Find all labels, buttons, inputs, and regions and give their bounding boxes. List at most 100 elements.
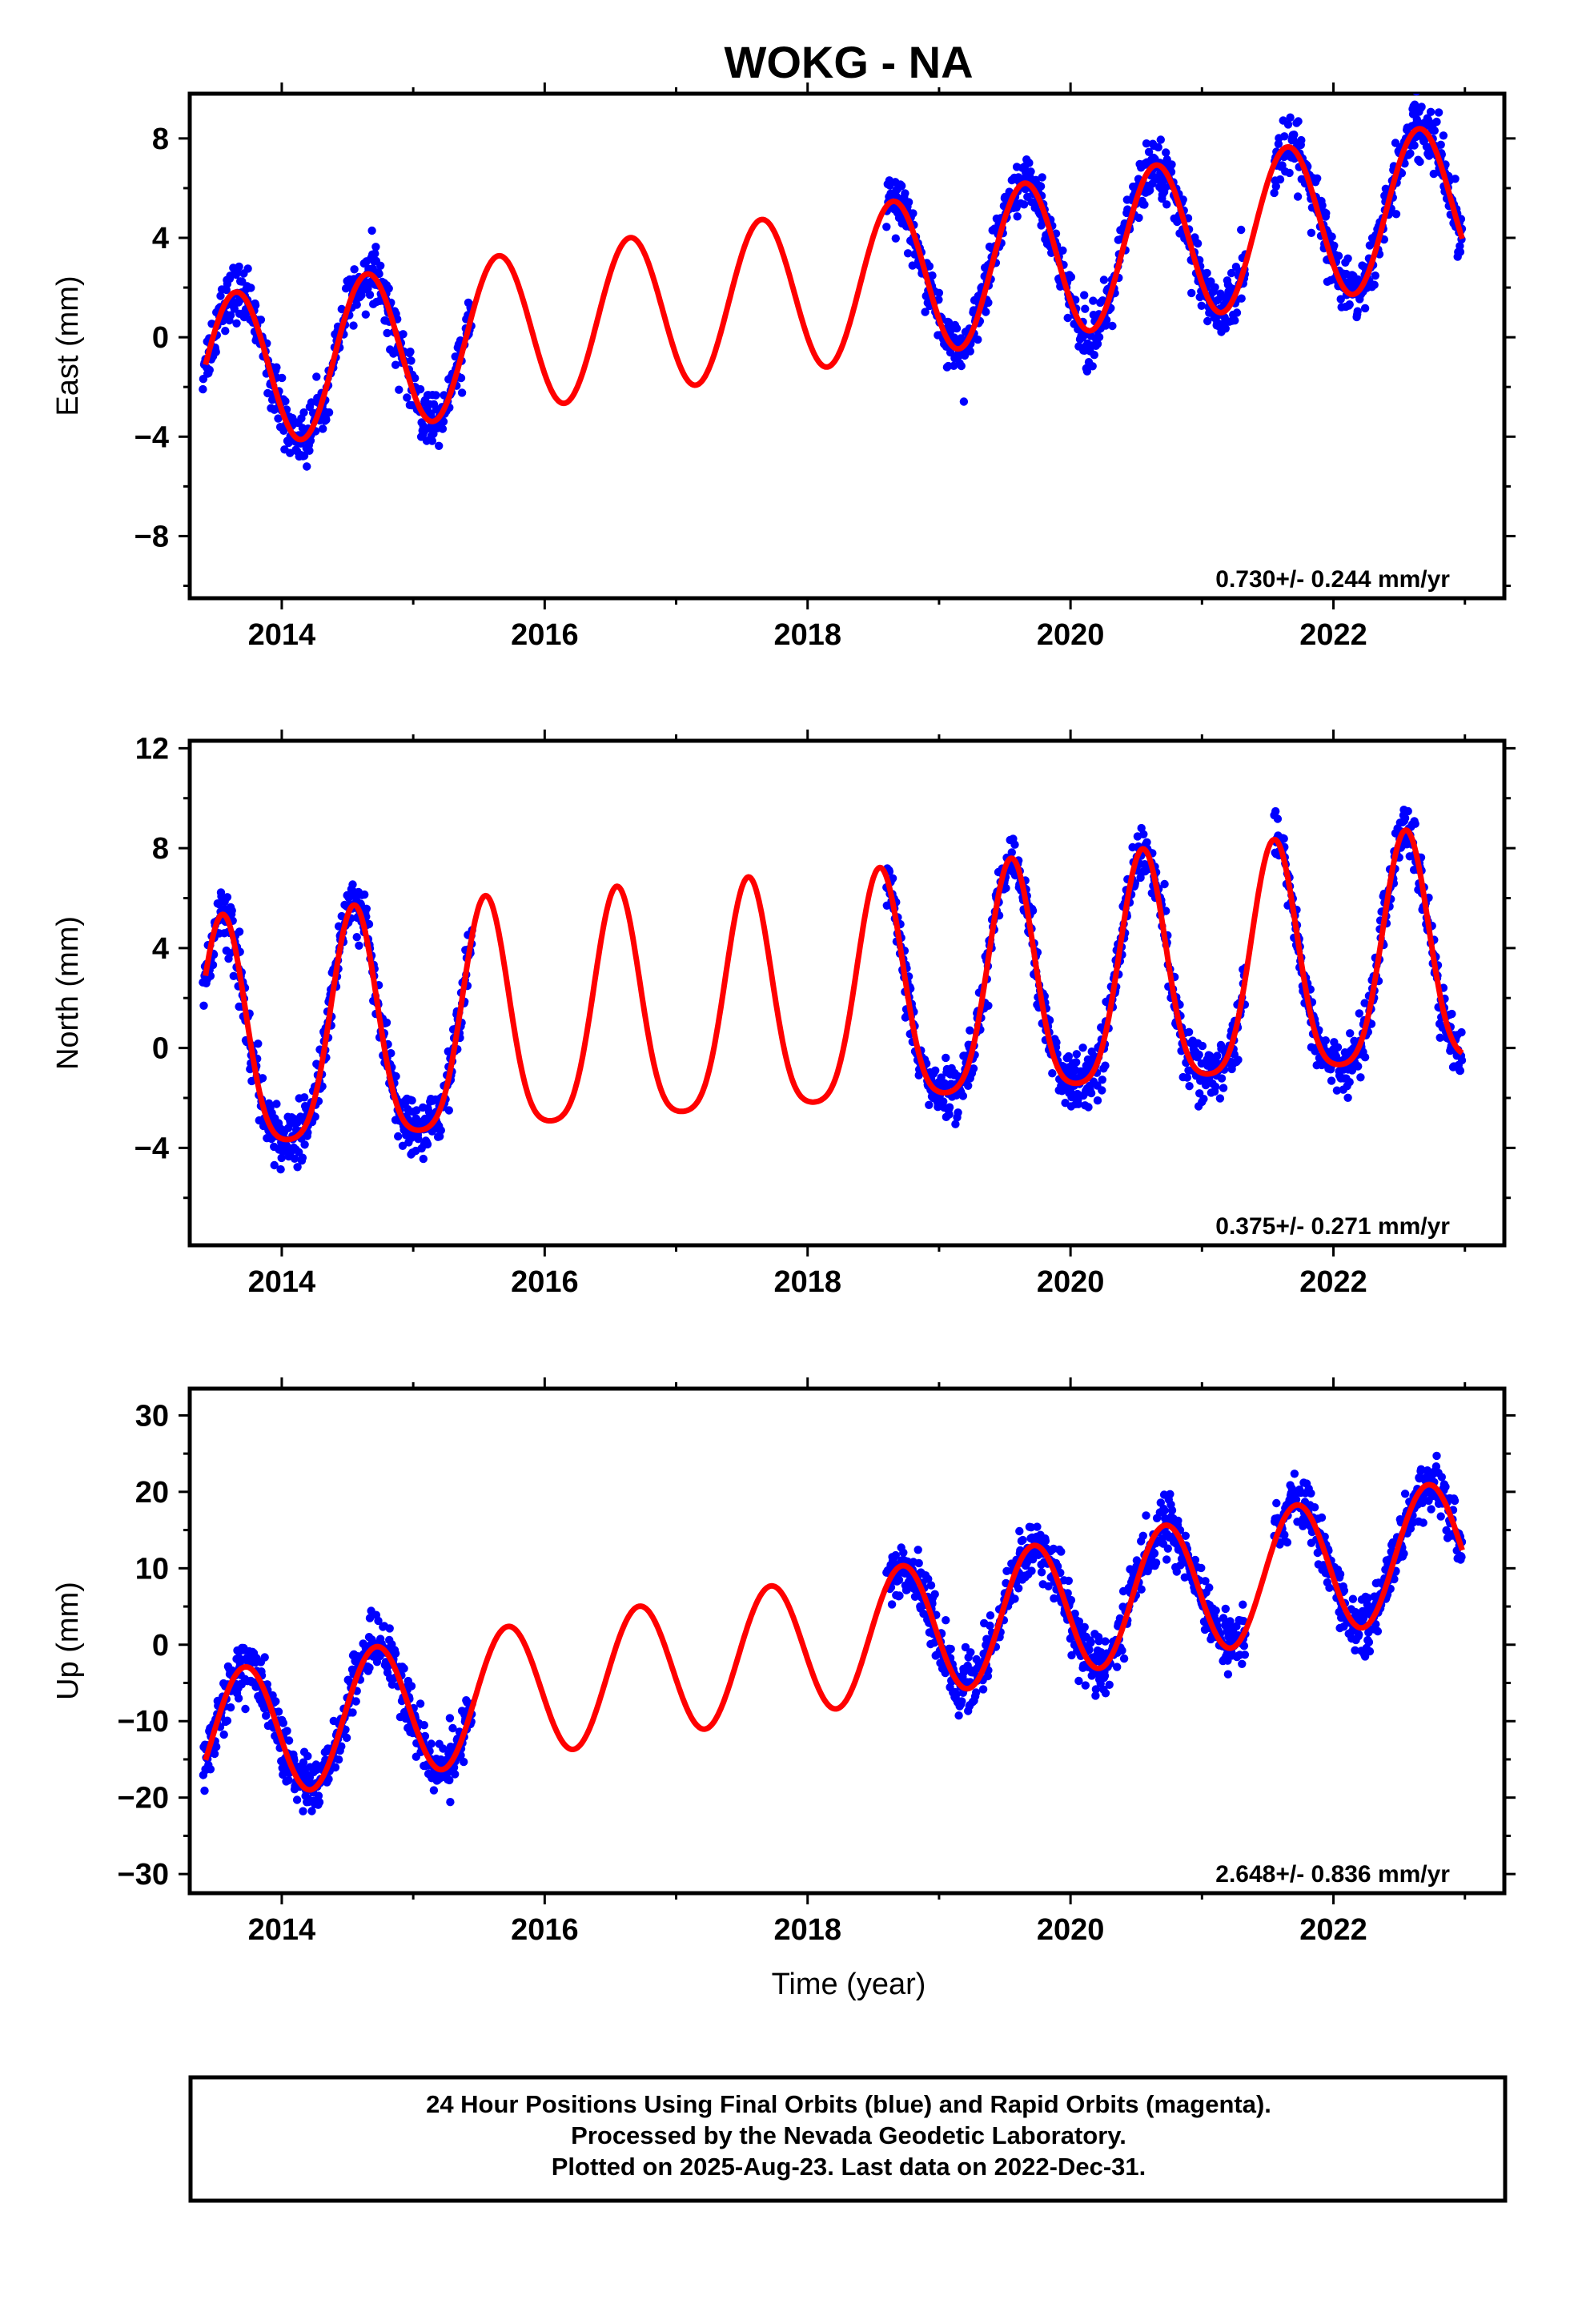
data-point bbox=[1041, 1536, 1050, 1546]
data-point bbox=[451, 1770, 460, 1779]
data-point bbox=[1058, 246, 1067, 255]
data-point bbox=[1184, 1027, 1194, 1037]
data-point bbox=[1197, 1563, 1206, 1573]
data-point bbox=[1457, 1027, 1466, 1037]
data-point bbox=[391, 1649, 400, 1658]
data-point bbox=[223, 893, 232, 902]
data-point bbox=[446, 1798, 455, 1807]
data-point bbox=[298, 1153, 307, 1162]
data-point bbox=[1160, 879, 1169, 889]
data-point bbox=[1290, 1470, 1299, 1478]
y-tick-label: −8 bbox=[135, 520, 169, 553]
data-point bbox=[1427, 1505, 1435, 1514]
footer-line-2: Processed by the Nevada Geodetic Laborat… bbox=[571, 2121, 1126, 2149]
data-point bbox=[1432, 1451, 1441, 1461]
data-point bbox=[1356, 1073, 1365, 1082]
data-point bbox=[254, 1039, 263, 1048]
rate-label: 0.375+/- 0.271 mm/yr bbox=[1215, 1213, 1450, 1240]
data-point bbox=[1010, 1594, 1019, 1603]
data-point bbox=[1180, 1573, 1190, 1582]
data-point bbox=[924, 1574, 933, 1583]
data-point bbox=[1363, 1600, 1372, 1609]
data-point bbox=[1450, 1496, 1460, 1506]
data-point bbox=[901, 189, 909, 198]
data-point bbox=[357, 291, 366, 300]
data-point bbox=[1201, 1080, 1211, 1090]
data-point bbox=[1351, 1646, 1359, 1655]
data-point bbox=[1290, 131, 1299, 139]
data-point bbox=[403, 393, 412, 402]
data-point bbox=[1091, 1685, 1101, 1694]
data-point bbox=[1238, 1659, 1247, 1668]
data-point bbox=[221, 327, 230, 336]
data-point bbox=[1134, 213, 1143, 223]
data-point bbox=[1081, 304, 1090, 313]
data-point bbox=[1019, 200, 1029, 209]
x-tick-label: 2018 bbox=[773, 1265, 841, 1299]
data-point bbox=[1411, 819, 1419, 828]
data-point bbox=[1435, 1033, 1444, 1043]
data-point bbox=[1105, 1680, 1114, 1689]
data-point bbox=[1223, 1670, 1233, 1679]
y-tick-label: 0 bbox=[152, 321, 169, 355]
data-point bbox=[1150, 1549, 1159, 1558]
footer-line-1: 24 Hour Positions Using Final Orbits (bl… bbox=[426, 2090, 1271, 2118]
data-point bbox=[1090, 351, 1099, 360]
y-tick-label: −10 bbox=[118, 1705, 169, 1739]
data-point bbox=[406, 348, 415, 356]
data-point bbox=[1100, 1671, 1110, 1680]
data-point bbox=[1360, 999, 1369, 1007]
data-point bbox=[1066, 1595, 1076, 1605]
y-tick-label: 8 bbox=[152, 123, 169, 156]
data-point bbox=[1313, 174, 1322, 183]
data-point bbox=[1048, 1069, 1057, 1078]
data-point bbox=[438, 424, 448, 433]
y-tick-label: 10 bbox=[135, 1552, 169, 1586]
data-point bbox=[1123, 205, 1132, 214]
data-point bbox=[1221, 1604, 1231, 1614]
x-tick-label: 2014 bbox=[248, 1913, 316, 1947]
data-point bbox=[360, 890, 369, 899]
data-point bbox=[205, 365, 214, 375]
data-point bbox=[348, 1708, 357, 1717]
data-point bbox=[1119, 1654, 1129, 1663]
data-point bbox=[199, 1001, 208, 1011]
data-point bbox=[1240, 1651, 1250, 1659]
data-point bbox=[1098, 1086, 1106, 1095]
data-point bbox=[882, 223, 891, 231]
x-tick-label: 2016 bbox=[511, 618, 579, 652]
data-point bbox=[219, 1730, 228, 1739]
data-point bbox=[1038, 173, 1046, 182]
data-point bbox=[300, 1140, 309, 1149]
data-point bbox=[1363, 1594, 1373, 1602]
data-point bbox=[1348, 1594, 1358, 1603]
data-point bbox=[311, 1112, 319, 1121]
data-point bbox=[349, 321, 358, 330]
x-axis-label: Time (year) bbox=[772, 1968, 926, 2001]
data-point bbox=[1037, 1568, 1046, 1577]
data-point bbox=[904, 198, 913, 207]
data-point bbox=[925, 1100, 934, 1110]
data-point bbox=[307, 1807, 316, 1815]
data-point bbox=[1334, 251, 1343, 260]
data-point bbox=[897, 181, 906, 191]
data-point bbox=[931, 1066, 940, 1076]
data-point bbox=[270, 1160, 279, 1170]
data-point bbox=[223, 1716, 232, 1725]
data-point bbox=[966, 1648, 975, 1657]
data-point bbox=[899, 1548, 908, 1558]
data-point bbox=[1270, 188, 1279, 198]
data-point bbox=[416, 384, 425, 394]
data-point bbox=[1181, 1531, 1191, 1541]
data-point bbox=[1162, 907, 1170, 915]
data-point bbox=[1167, 160, 1176, 169]
y-axis-label: North (mm) bbox=[51, 916, 85, 1070]
data-point bbox=[283, 1727, 291, 1735]
data-point bbox=[1456, 1066, 1465, 1076]
data-point bbox=[324, 1775, 333, 1783]
data-point bbox=[387, 1049, 396, 1058]
data-point bbox=[1327, 1076, 1336, 1085]
data-point bbox=[1399, 1549, 1408, 1558]
data-point bbox=[274, 1707, 283, 1716]
data-point bbox=[984, 1001, 993, 1011]
